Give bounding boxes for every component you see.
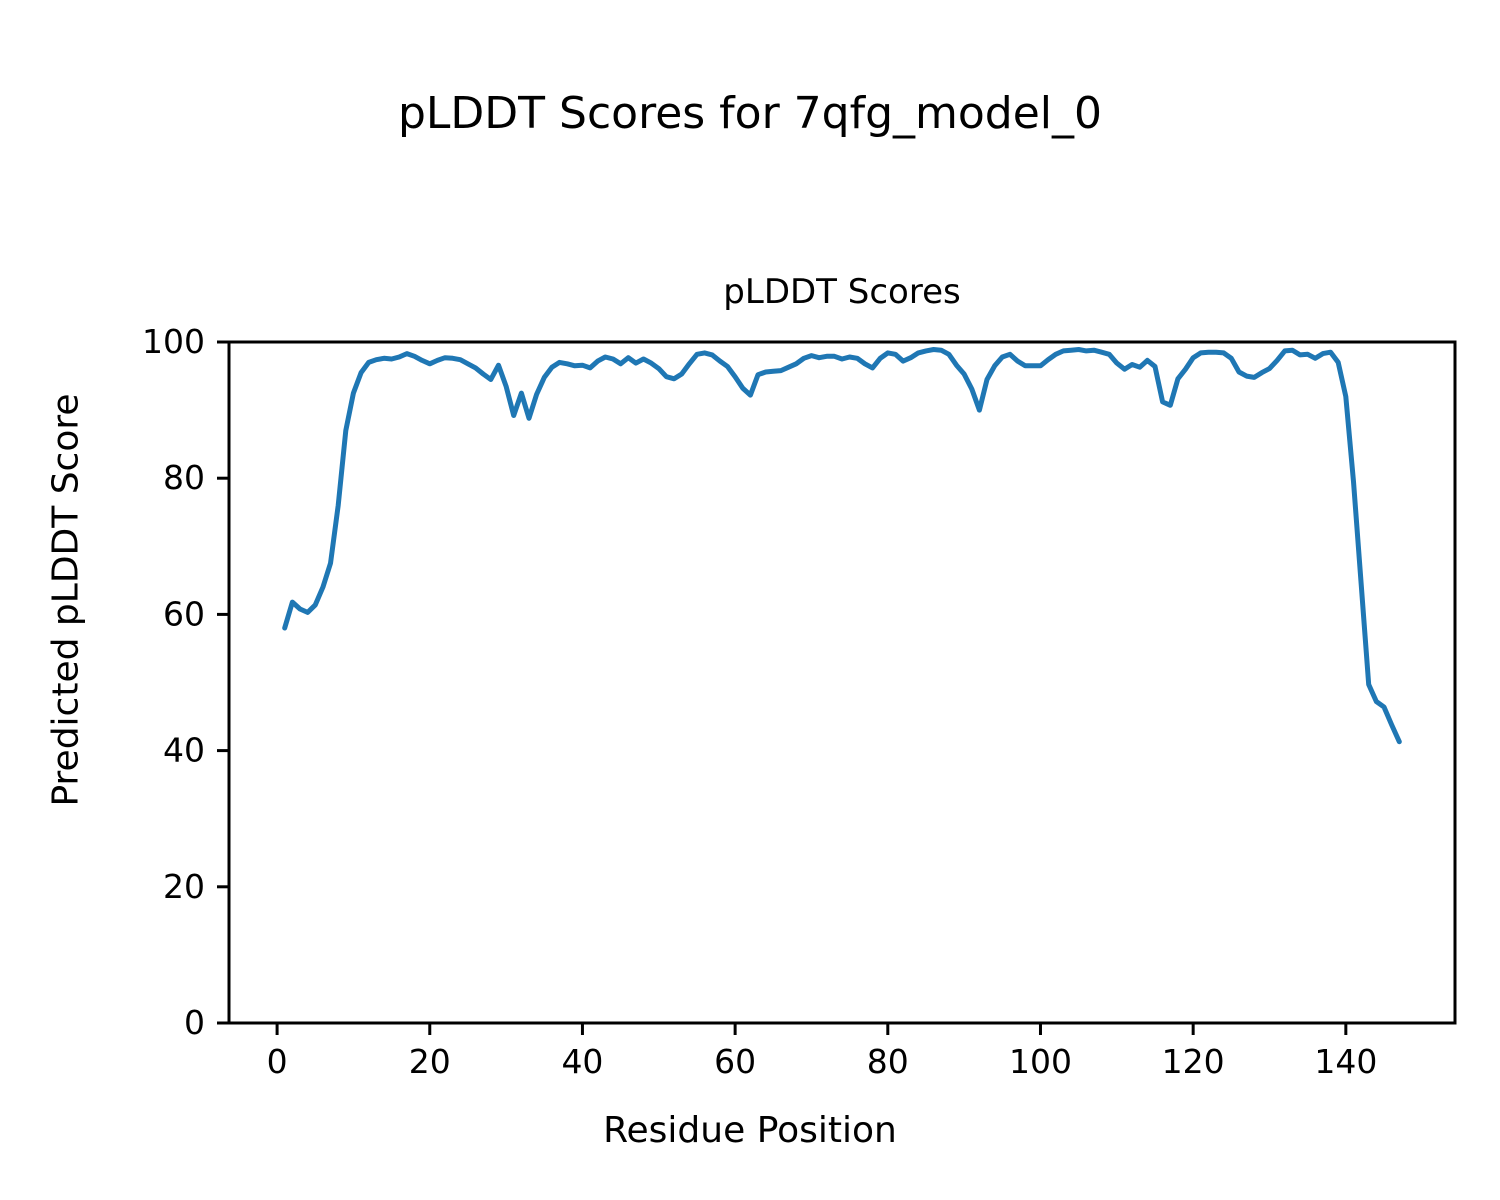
x-tick-label: 60	[714, 1042, 756, 1081]
x-tick-label: 0	[267, 1042, 288, 1081]
y-tick-label: 40	[163, 731, 205, 770]
y-tick-label: 100	[142, 322, 205, 361]
x-axis-label: Residue Position	[603, 1110, 897, 1151]
plot-border	[227, 340, 1457, 1025]
x-tick-label: 100	[1009, 1042, 1072, 1081]
y-tick-label: 20	[163, 867, 205, 906]
axes-title: pLDDT Scores	[723, 272, 961, 312]
plddt-series-line	[282, 347, 1402, 745]
y-axis-label: Predicted pLDDT Score	[45, 393, 87, 807]
x-tick-label: 140	[1314, 1042, 1377, 1081]
figure-title: pLDDT Scores for 7qfg_model_0	[397, 88, 1103, 139]
x-tick-label: 120	[1162, 1042, 1225, 1081]
x-tick-label: 40	[561, 1042, 603, 1081]
y-tick-label: 60	[163, 594, 205, 633]
x-tick-label: 20	[409, 1042, 451, 1081]
y-tick-label: 80	[163, 458, 205, 497]
y-tick-label: 0	[184, 1003, 205, 1042]
x-tick-label: 80	[867, 1042, 909, 1081]
